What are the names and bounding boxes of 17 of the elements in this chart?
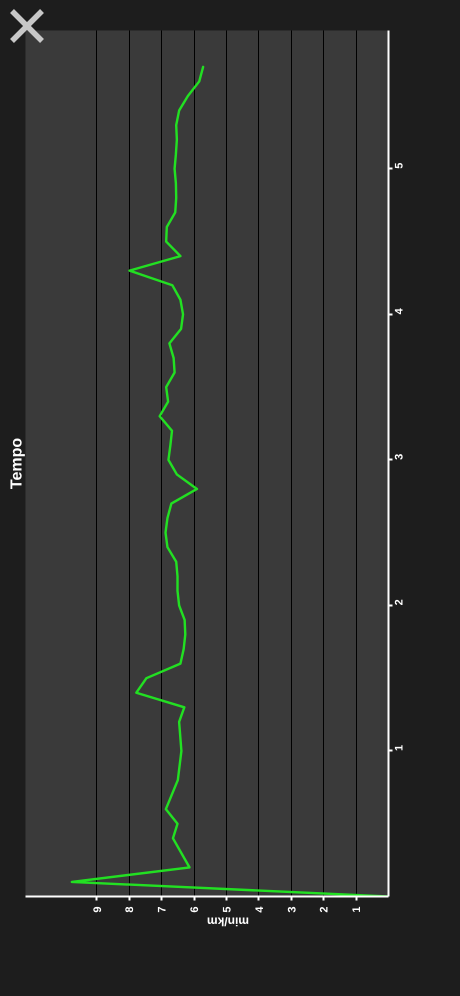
x-tick-label: 5: [221, 906, 234, 913]
y-tick-label: 1: [394, 744, 406, 751]
x-tick-label: 7: [156, 906, 169, 913]
x-axis-title: min/km: [206, 914, 250, 929]
x-tick-label: 1: [351, 906, 364, 913]
y-tick-label: 5: [394, 162, 406, 169]
x-tick-label: 6: [189, 906, 202, 913]
y-tick-label: 4: [394, 307, 406, 314]
line-series: [70, 66, 388, 896]
x-tick-label: 9: [92, 906, 104, 913]
text: Tempo: [8, 438, 26, 490]
y-tick-label: 2: [394, 599, 406, 606]
x-tick-label: 2: [318, 906, 331, 913]
x-tick-label: 3: [286, 906, 298, 913]
x-tick-label: 8: [124, 906, 136, 913]
y-tick-label: 3: [394, 454, 406, 460]
x-tick-label: 4: [254, 906, 266, 913]
